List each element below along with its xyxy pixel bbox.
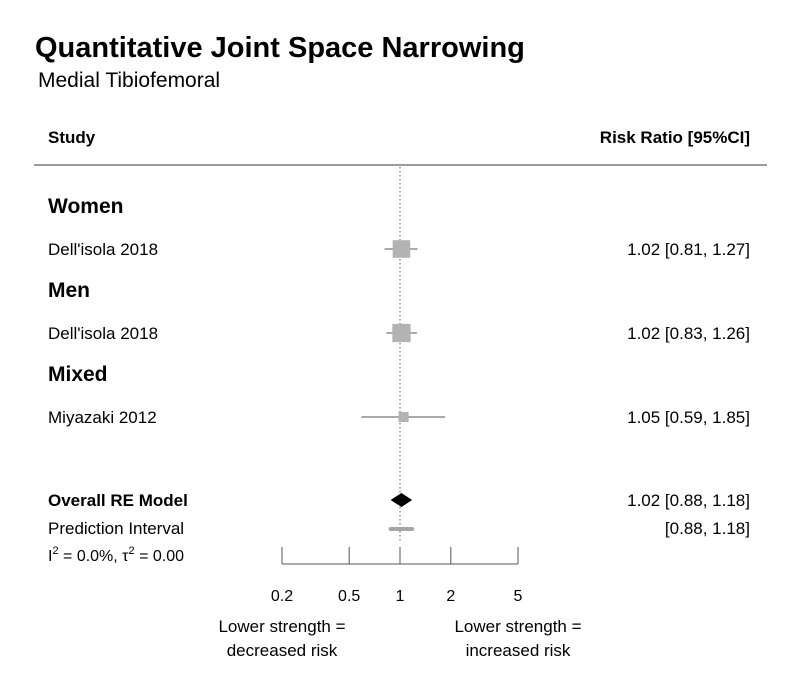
axis-note-right-line1: Lower strength = [454, 617, 581, 636]
study-ci-text: 1.05 [0.59, 1.85] [627, 408, 750, 427]
x-tick-label: 2 [446, 588, 455, 605]
prediction-interval-label: Prediction Interval [48, 519, 184, 538]
heterogeneity-stats: I2 = 0.0%, τ2 = 0.00 [48, 545, 184, 565]
group-label: Men [48, 279, 90, 302]
tau2-value: = 0.00 [135, 548, 184, 565]
axis-note-left-line1: Lower strength = [218, 617, 345, 636]
overall-label: Overall RE Model [48, 491, 188, 510]
group-label: Women [48, 195, 123, 218]
axis-note-left-line2: decreased risk [227, 641, 338, 660]
overall-ci-text: 1.02 [0.88, 1.18] [627, 491, 750, 510]
study-estimate-square [392, 240, 411, 258]
x-axis: 0.2 0.5 1 2 5 [271, 547, 523, 605]
x-tick-label: 0.2 [271, 588, 293, 605]
i2-value: = 0.0%, [59, 548, 123, 565]
chart-subtitle: Medial Tibiofemoral [38, 69, 220, 92]
study-label: Dell'isola 2018 [48, 240, 158, 259]
chart-title: Quantitative Joint Space Narrowing [35, 32, 525, 64]
prediction-interval-ci-text: [0.88, 1.18] [665, 519, 750, 538]
i2-symbol: I [48, 548, 52, 565]
estimate-column-header: Risk Ratio [95%CI] [600, 128, 750, 147]
x-tick-label: 0.5 [338, 588, 360, 605]
group-label: Mixed [48, 363, 108, 386]
study-ci-text: 1.02 [0.83, 1.26] [627, 324, 750, 343]
study-label: Dell'isola 2018 [48, 324, 158, 343]
study-column-header: Study [48, 128, 96, 147]
study-ci-text: 1.02 [0.81, 1.27] [627, 240, 750, 259]
overall-diamond [390, 493, 413, 507]
tau2-superscript: 2 [129, 545, 135, 557]
study-marks: Women Dell'isola 2018 1.02 [0.81, 1.27] Men… [48, 195, 750, 427]
study-estimate-square [398, 411, 409, 423]
tau2-symbol: τ [122, 548, 129, 565]
x-tick-label: 1 [396, 588, 405, 605]
i2-superscript: 2 [52, 545, 58, 557]
axis-note-right-line2: increased risk [466, 641, 571, 660]
x-tick-label: 5 [514, 588, 523, 605]
study-estimate-square [392, 323, 411, 343]
study-label: Miyazaki 2012 [48, 408, 157, 427]
